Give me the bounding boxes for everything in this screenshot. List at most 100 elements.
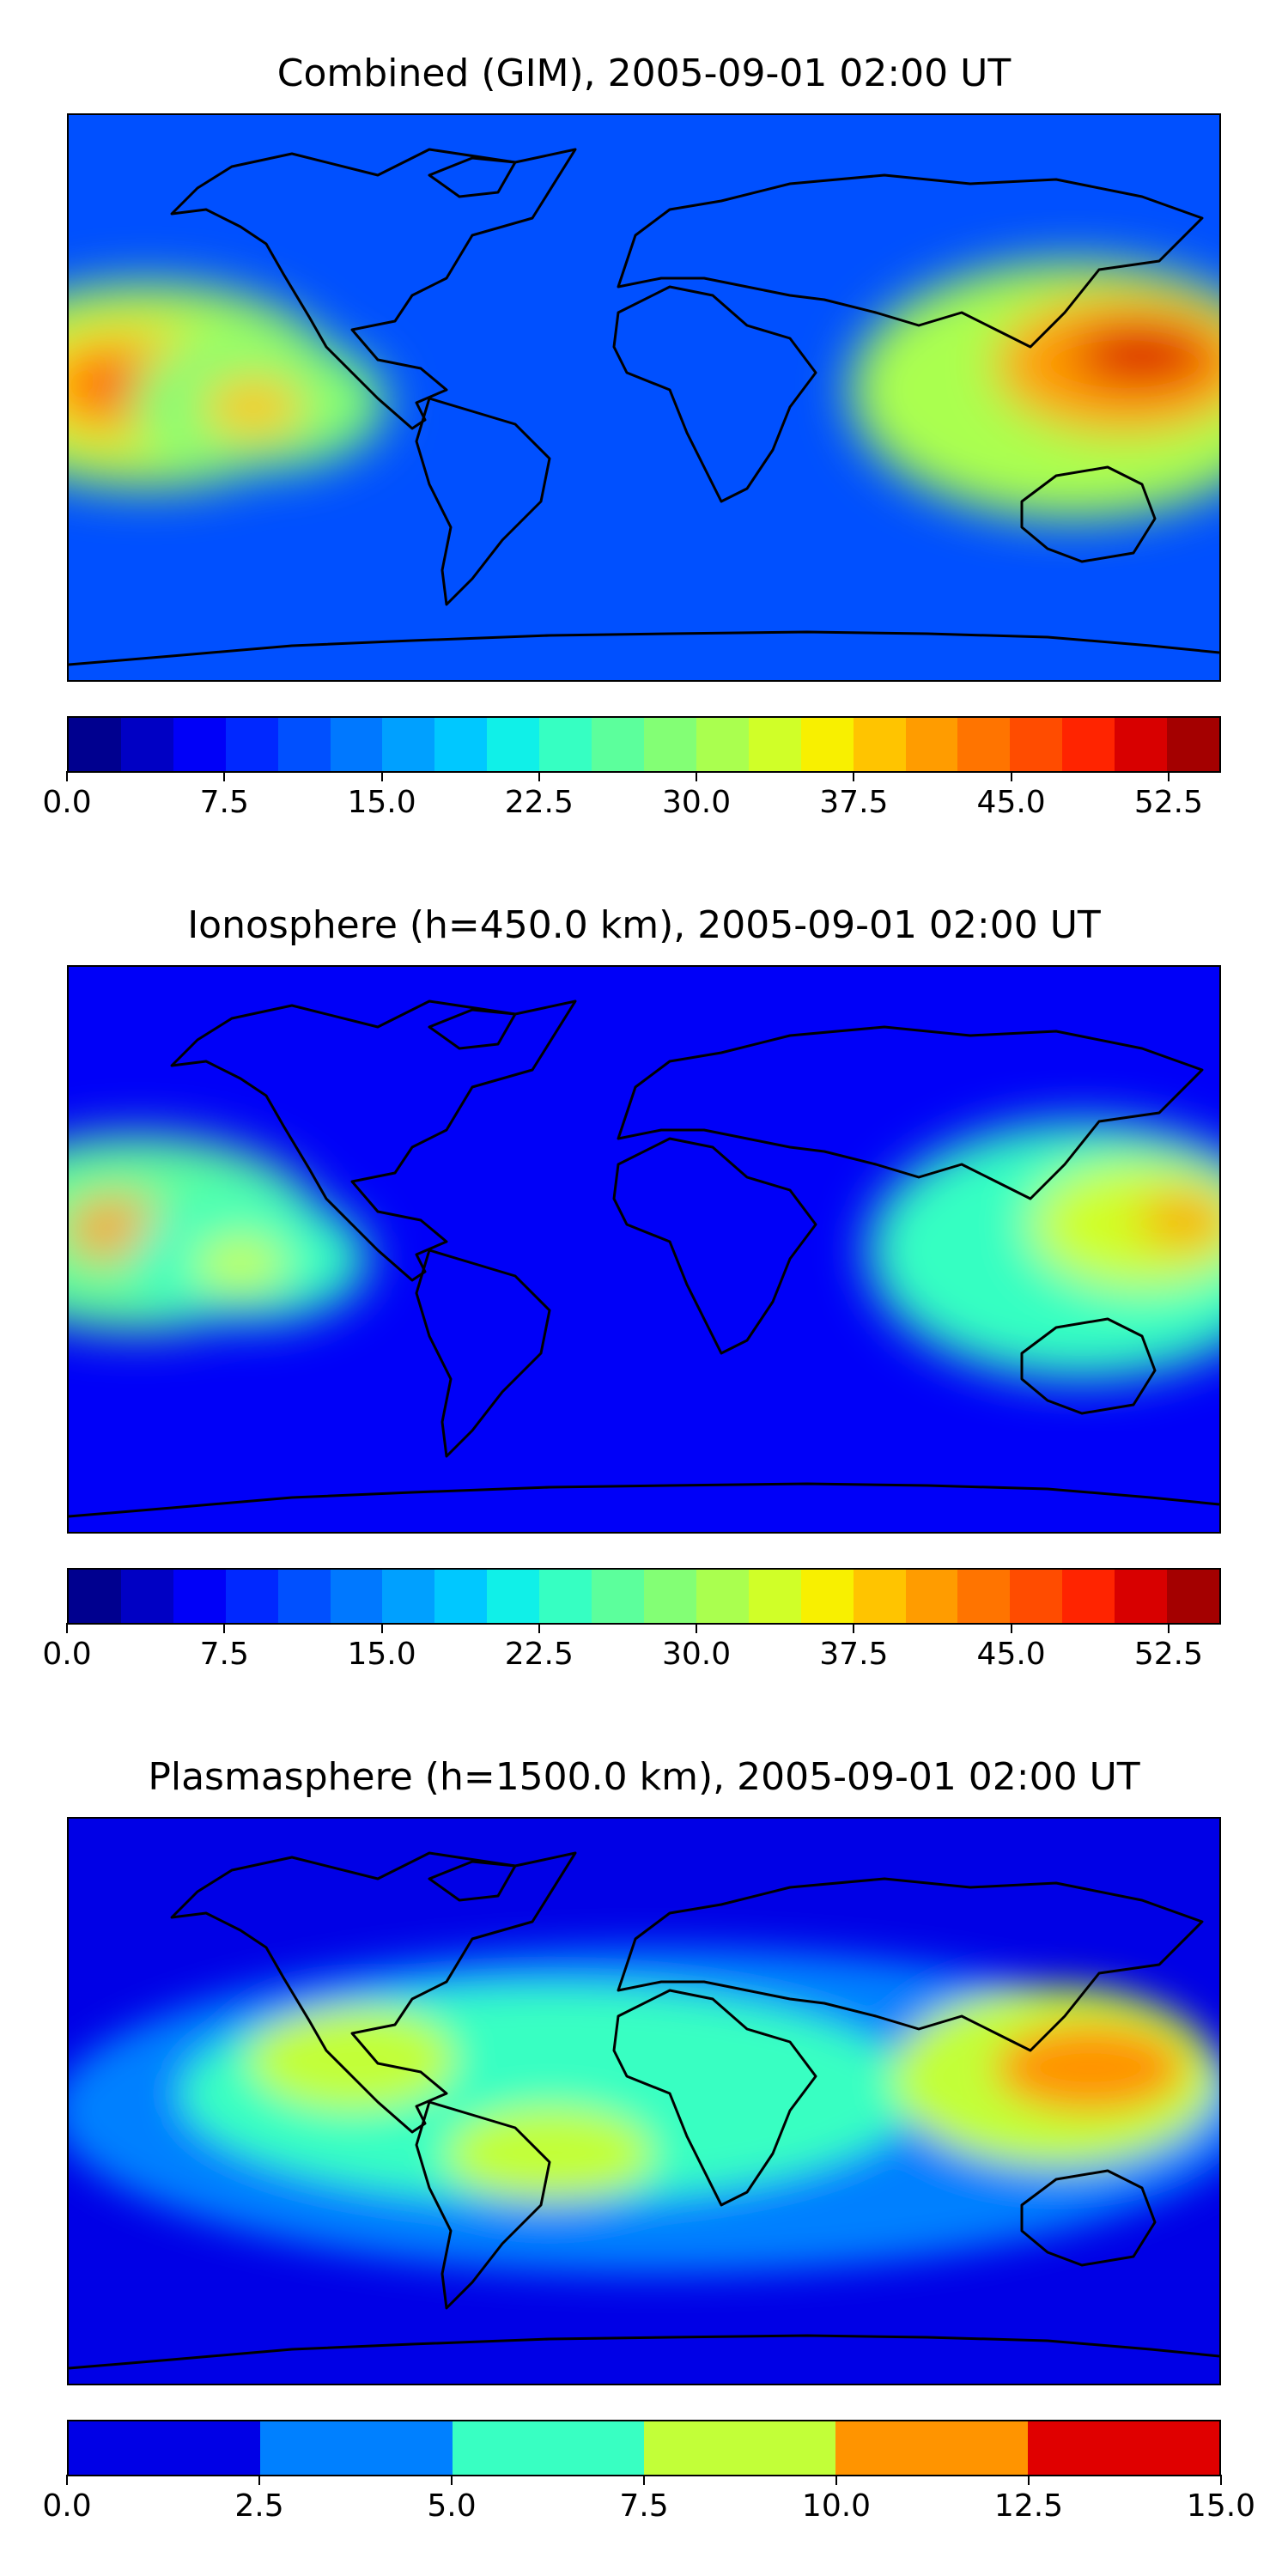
colorbar-tick [696,1623,698,1633]
colorbar-segment [452,2421,644,2475]
colorbar-tick [853,771,855,781]
colorbar-tick-label: 12.5 [993,2488,1064,2524]
heatmap-contour-region [1030,1160,1219,1289]
colorbar-tick-label: 37.5 [819,785,889,820]
colorbar-tick [1010,1623,1012,1633]
colorbar-tick [538,771,540,781]
colorbar-tick-label: 22.5 [504,1637,574,1672]
colorbar-segment [539,718,592,771]
colorbar-tick-label: 30.0 [662,1637,732,1672]
chart-title-combined: Combined (GIM), 2005-09-01 02:00 UT [276,52,1012,95]
colorbar-segment [120,1570,173,1623]
colorbar-plasmasphere [67,2420,1221,2476]
coastlines [69,148,1219,666]
colorbar-tick-label: 0.0 [42,785,92,820]
colorbar-tick-label: 0.0 [42,1637,92,1672]
colorbar-ticks-plasmasphere: 0.0 2.5 5.0 7.5 10.0 12.5 15.0 [42,2475,1255,2526]
heatmap-combined [69,115,1219,680]
coast-greenland [428,1860,517,1902]
heatmap-contour-region [202,377,305,437]
colorbar-ionosphere [67,1568,1221,1625]
colorbar-tick-label: 45.0 [976,785,1046,820]
colorbar-tick-label: 0.0 [42,2488,92,2524]
coastlines [69,1851,1219,2370]
colorbar-tick [380,1623,383,1633]
colorbar-tick [223,771,226,781]
colorbar-tick [1167,771,1170,781]
heatmap-contour-region [447,2106,653,2201]
colorbar-segment [330,718,383,771]
coastlines [69,999,1219,1518]
coast-antarctica [69,2334,1219,2370]
map-panel-combined [67,113,1221,682]
chart-title-plasmasphere: Plasmasphere (h=1500.0 km), 2005-09-01 0… [148,1755,1140,1799]
colorbar-segment [1167,718,1219,771]
coast-greenland [428,156,517,198]
heatmap-contour-region [996,2023,1185,2112]
heatmap-contour-region [193,1237,288,1289]
colorbar-tick [696,771,698,781]
colorbar-tick [1028,2475,1030,2485]
colorbar-segment [225,718,278,771]
heatmap-field [69,261,1219,519]
colorbar-tick [66,1623,68,1633]
colorbar-tick-label: 7.5 [199,785,249,820]
colorbar-segment [487,1570,540,1623]
heatmap-ionosphere [69,967,1219,1532]
coast-south-america [415,397,551,606]
colorbar-tick [223,1623,226,1633]
colorbar-tick-label: 15.0 [347,1637,416,1672]
colorbar-segment [277,1570,331,1623]
colorbar-ticks-combined: 0.0 7.5 15.0 22.5 30.0 37.5 45.0 52.5 [42,771,1221,823]
coast-antarctica [69,630,1219,666]
heatmap-field [69,1121,1219,1379]
colorbar-segment [69,718,121,771]
colorbar-segment [173,718,226,771]
colorbar-segment [1010,718,1063,771]
colorbar-segment [748,1570,801,1623]
colorbar-segment [382,718,435,771]
colorbar-segment [957,718,1011,771]
coast-south-america [415,1249,551,1458]
chart-title-ionosphere: Ionosphere (h=450.0 km), 2005-09-01 02:0… [187,903,1101,947]
colorbar-tick [538,1623,540,1633]
colorbar-tick-label: 22.5 [504,785,574,820]
colorbar-tick [1010,771,1012,781]
colorbar-tick [835,2475,837,2485]
coast-north-america [170,148,577,430]
heatmap-plasmasphere [69,1819,1219,2384]
colorbar-segment [69,2421,261,2475]
colorbar-tick-label: 15.0 [1186,2488,1256,2524]
colorbar-combined [67,716,1221,773]
colorbar-tick [451,2475,453,2485]
colorbar-segment [592,1570,644,1623]
heatmap-contour-region [249,2008,455,2111]
heatmap-contour-region [1138,1194,1219,1246]
colorbar-tick-label: 37.5 [819,1637,889,1672]
colorbar-tick [380,771,383,781]
colorbar-segment [1062,718,1115,771]
colorbar-segment [696,718,749,771]
colorbar-tick-label: 5.0 [427,2488,477,2524]
colorbar-segment [800,1570,854,1623]
coast-eurasia [617,173,1204,349]
colorbar-segment [957,1570,1011,1623]
colorbar-tick-label: 2.5 [234,2488,284,2524]
colorbar-tick [258,2475,260,2485]
colorbar-tick-label: 52.5 [1133,1637,1203,1672]
heatmap-field [69,1947,1219,2274]
colorbar-tick-label: 52.5 [1133,785,1203,820]
colorbar-segment [696,1570,749,1623]
colorbar-segment [382,1570,435,1623]
coast-australia [1020,465,1157,563]
colorbar-tick-label: 7.5 [619,2488,669,2524]
colorbar-tick-label: 10.0 [801,2488,872,2524]
colorbar-tick [1220,2475,1222,2485]
colorbar-segment [643,718,696,771]
coast-africa [612,1989,817,2207]
colorbar-segment [905,718,958,771]
coast-greenland [428,1008,517,1050]
colorbar-segment [1115,718,1168,771]
coast-antarctica [69,1482,1219,1518]
colorbar-segment [643,1570,696,1623]
